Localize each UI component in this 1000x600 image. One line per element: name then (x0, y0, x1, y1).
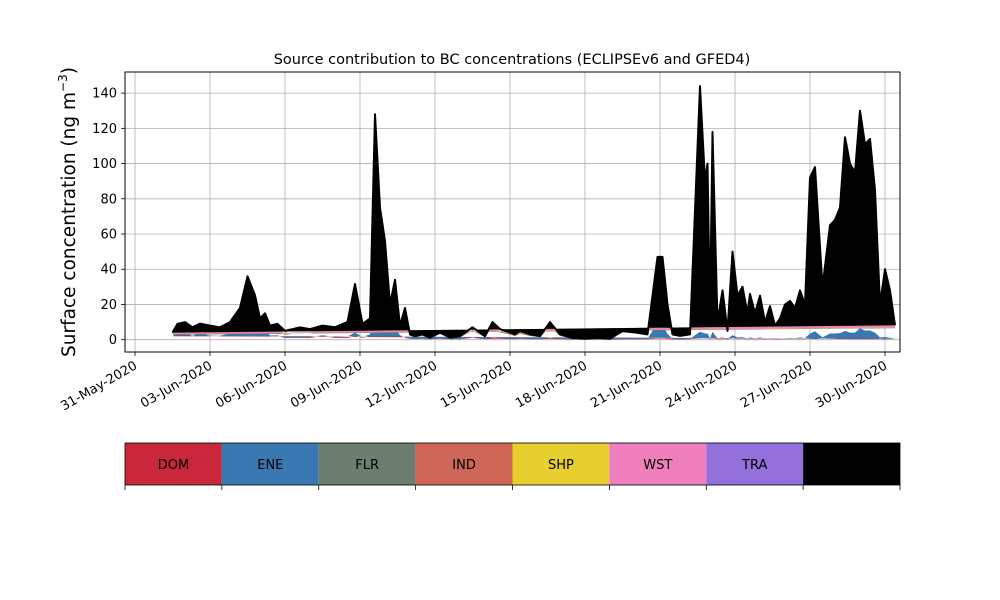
legend-swatch-dom (125, 443, 222, 485)
legend-label-dom: DOM (158, 458, 189, 473)
chart-title: Source contribution to BC concentrations… (274, 52, 751, 68)
legend-label-ind: IND (452, 458, 476, 473)
area-bb (172, 86, 895, 339)
x-tick-label: 15-Jun-2020 (438, 358, 515, 411)
y-tick-label: 40 (100, 263, 117, 278)
y-axis-label-close: ) (59, 67, 80, 74)
y-axis-label-exponent: −3 (56, 74, 70, 92)
x-tick-label: 24-Jun-2020 (663, 358, 740, 411)
y-tick-label: 20 (100, 298, 117, 313)
legend-swatch-tra (706, 443, 804, 485)
x-tick-label: 03-Jun-2020 (138, 358, 215, 411)
x-tick-label: 12-Jun-2020 (363, 358, 440, 411)
legend-swatch-shp (512, 443, 610, 485)
x-tick-label: 18-Jun-2020 (513, 358, 590, 411)
x-tick-label: 27-Jun-2020 (738, 358, 815, 411)
legend-label-bb: BB (843, 458, 861, 473)
x-tick-label: 09-Jun-2020 (288, 358, 365, 411)
plot-frame (124, 71, 901, 353)
legend-label-tra: TRA (741, 458, 767, 473)
legend-label-flr: FLR (355, 458, 379, 473)
y-tick-label: 100 (92, 157, 117, 172)
legend-swatch-bb (803, 443, 900, 485)
legend-swatch-ind (415, 443, 513, 485)
legend-label-ene: ENE (257, 458, 283, 473)
legend-swatch-flr (318, 443, 416, 485)
legend-label-wst: WST (643, 458, 672, 473)
y-tick-label: 80 (100, 192, 117, 207)
area-tra (172, 90, 895, 339)
y-axis-label: Surface concentration (ng m−3) (56, 67, 80, 357)
y-tick-label: 0 (109, 333, 117, 348)
y-tick-label: 60 (100, 228, 117, 243)
legend: DOM ENE FLR IND SHP WST TRA BB (124, 442, 901, 490)
x-tick-label: 31-May-2020 (58, 358, 140, 414)
stacked-areas (171, 85, 896, 340)
x-tick-label: 21-Jun-2020 (588, 358, 665, 411)
legend-swatch-wst (609, 443, 707, 485)
y-tick-label: 120 (92, 122, 117, 137)
y-axis: 0 20 40 60 80 100 120 140 (92, 87, 125, 348)
x-axis: 31-May-202003-Jun-202006-Jun-202009-Jun-… (58, 352, 890, 414)
x-tick-label: 30-Jun-2020 (813, 358, 890, 411)
y-tick-label: 140 (92, 87, 117, 102)
legend-label-shp: SHP (548, 458, 574, 473)
total-outline (171, 85, 896, 340)
x-tick-label: 06-Jun-2020 (213, 358, 290, 411)
legend-swatch-ene (221, 443, 319, 485)
y-axis-label-text: Surface concentration (ng m (59, 92, 80, 357)
